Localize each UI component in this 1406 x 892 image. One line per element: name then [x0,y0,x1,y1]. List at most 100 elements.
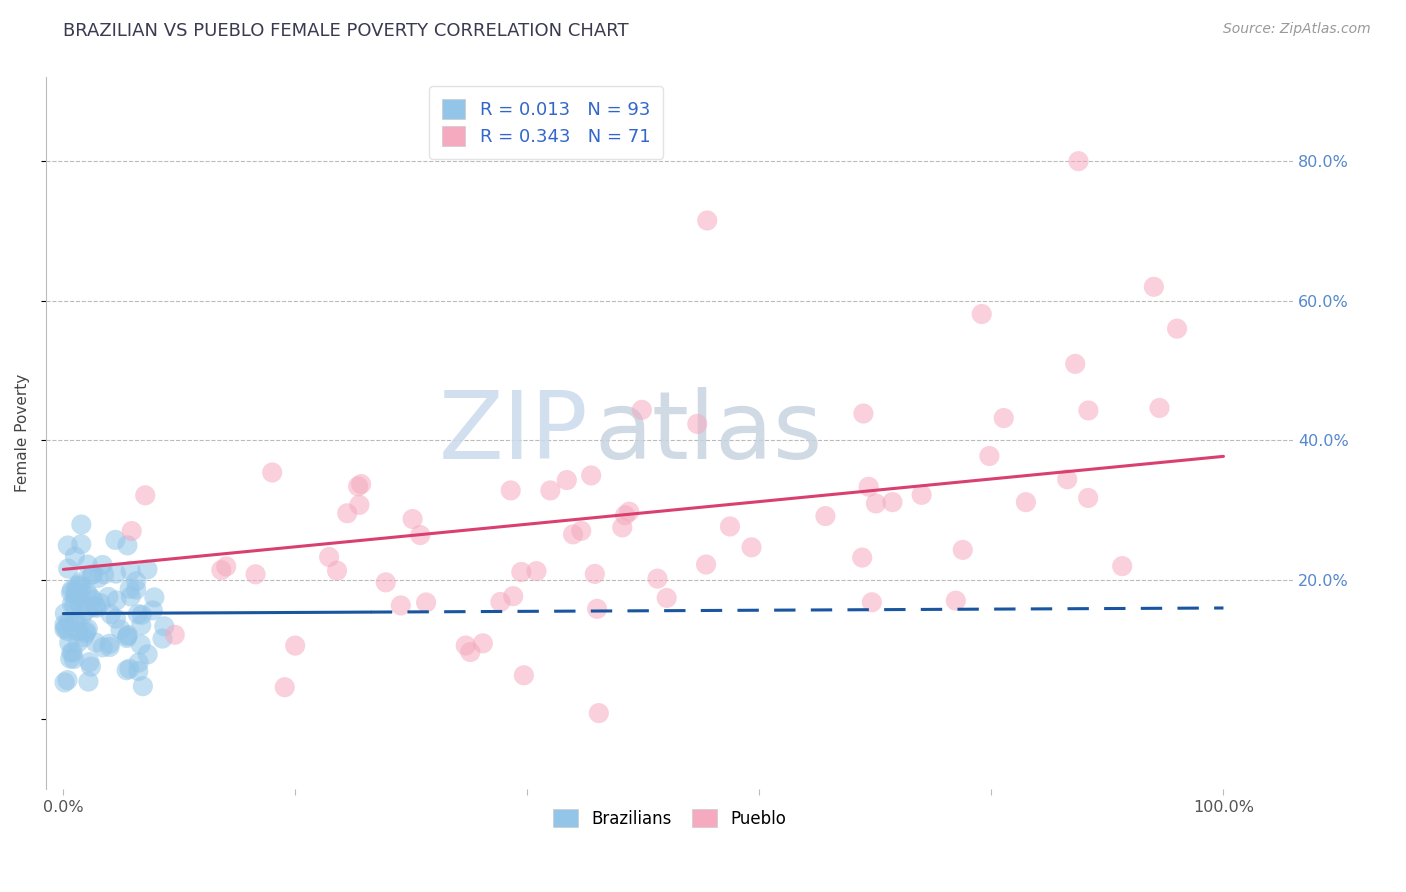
Point [127,607,149,622]
Point [80,659,103,673]
Point [77,674,100,689]
Point [100,607,122,622]
Point [911,488,934,502]
Point [619,505,641,519]
Point [91,558,114,572]
Point [852,407,875,421]
Point [104,566,127,581]
Point [75,604,97,618]
Point [245,567,267,582]
Point [513,668,536,682]
Point [1064,357,1087,371]
Point [409,528,432,542]
Point [128,656,150,670]
Point [56,539,79,553]
Point [1077,403,1099,417]
Point [53,675,76,690]
Point [66,624,89,639]
Point [91,640,114,655]
Point [73,630,96,644]
Point [489,595,512,609]
Point [741,541,763,555]
Point [62,645,84,659]
Point [1149,401,1171,415]
Point [131,607,153,622]
Point [129,637,152,651]
Point [76,622,98,636]
Point [58,636,80,650]
Point [53,623,76,637]
Point [945,593,967,607]
Point [970,307,993,321]
Point [132,679,155,693]
Point [65,589,87,603]
Point [686,417,709,431]
Point [69,577,91,591]
Point [499,483,522,498]
Point [860,595,883,609]
Point [952,542,974,557]
Point [105,593,128,607]
Point [60,582,83,597]
Point [401,512,423,526]
Point [336,506,359,520]
Point [79,589,101,603]
Point [84,635,107,649]
Point [631,402,654,417]
Point [69,575,91,590]
Point [125,582,148,597]
Point [614,508,637,523]
Point [104,533,127,547]
Y-axis label: Female Poverty: Female Poverty [15,375,30,492]
Point [117,538,139,552]
Point [979,449,1001,463]
Point [562,527,585,541]
Point [471,636,494,650]
Point [389,599,412,613]
Point [569,524,592,538]
Point [851,550,873,565]
Point [53,621,76,635]
Point [454,639,477,653]
Point [1143,280,1166,294]
Point [612,520,634,534]
Point [274,680,297,694]
Point [56,673,79,687]
Point [121,524,143,538]
Point [718,519,741,533]
Point [104,612,127,626]
Point [588,706,610,720]
Point [415,595,437,609]
Point [66,635,89,649]
Point [127,664,149,678]
Point [97,590,120,604]
Point [502,589,524,603]
Point [318,549,340,564]
Point [349,498,371,512]
Point [63,615,86,629]
Point [153,619,176,633]
Point [129,618,152,632]
Point [110,623,132,637]
Point [82,567,104,582]
Point [134,488,156,502]
Point [882,495,904,509]
Point [87,571,110,585]
Point [1111,559,1133,574]
Point [526,564,548,578]
Point [117,629,139,643]
Point [65,585,87,599]
Point [65,586,87,600]
Point [374,575,396,590]
Point [326,564,349,578]
Point [579,468,602,483]
Point [993,411,1015,425]
Point [350,477,373,491]
Point [814,509,837,524]
Point [59,651,82,665]
Text: Source: ZipAtlas.com: Source: ZipAtlas.com [1223,22,1371,37]
Point [696,213,718,227]
Point [1166,321,1188,335]
Point [98,637,121,651]
Point [65,592,87,607]
